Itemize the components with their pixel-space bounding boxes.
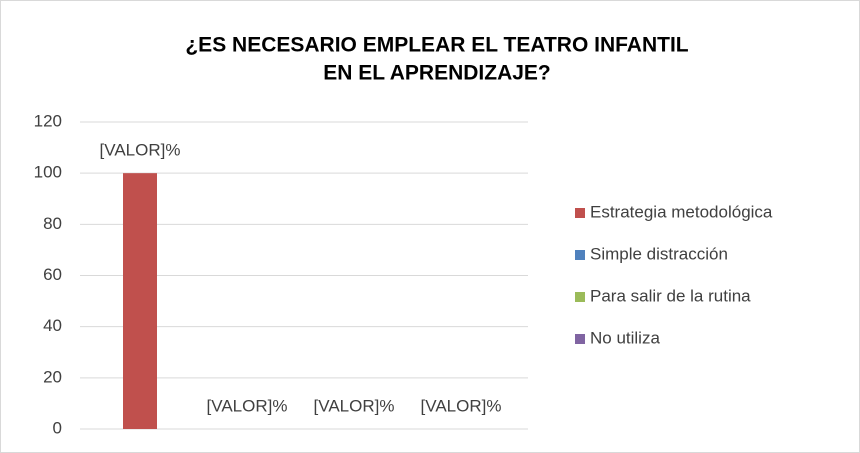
bar — [123, 173, 157, 429]
y-tick-label: 80 — [43, 214, 62, 233]
data-label: [VALOR]% — [421, 396, 502, 415]
y-tick-label: 120 — [34, 111, 62, 130]
legend-swatch — [575, 292, 585, 302]
chart-title: ¿ES NECESARIO EMPLEAR EL TEATRO INFANTIL — [185, 34, 688, 57]
y-tick-label: 20 — [43, 367, 62, 386]
legend-swatch — [575, 334, 585, 344]
y-tick-label: 60 — [43, 265, 62, 284]
y-tick-label: 100 — [34, 163, 62, 182]
data-label: [VALOR]% — [100, 141, 181, 160]
data-label: [VALOR]% — [314, 396, 395, 415]
data-label: [VALOR]% — [207, 396, 288, 415]
y-tick-label: 0 — [53, 418, 62, 437]
legend-swatch — [575, 208, 585, 218]
legend-label: Estrategia metodológica — [590, 202, 773, 221]
y-tick-label: 40 — [43, 316, 62, 335]
legend-swatch — [575, 250, 585, 260]
legend-label: Para salir de la rutina — [590, 286, 751, 305]
legend-label: No utiliza — [590, 328, 660, 347]
chart-title: EN EL APRENDIZAJE? — [323, 62, 551, 85]
legend-label: Simple distracción — [590, 244, 728, 263]
